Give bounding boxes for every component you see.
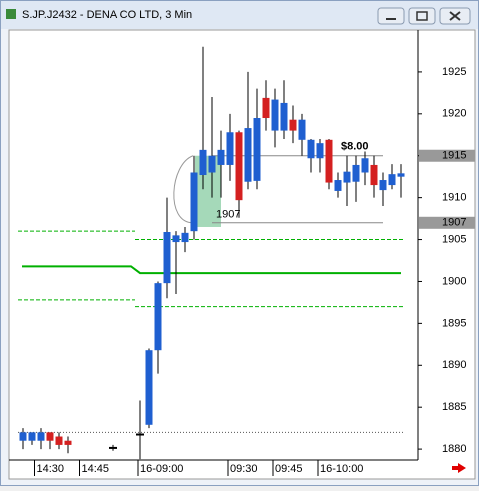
- maximize-icon: [416, 11, 428, 21]
- candle-body: [352, 164, 360, 182]
- candle-body: [136, 433, 144, 436]
- candle-body: [298, 119, 306, 140]
- y-tick-label: 1890: [442, 359, 466, 371]
- marker-box: [419, 149, 475, 162]
- marker-label: 1907: [442, 217, 466, 229]
- candle-body: [370, 164, 378, 186]
- candle-body: [271, 99, 279, 131]
- selection-curve: [173, 155, 194, 224]
- candle-body: [181, 232, 189, 243]
- candle-body: [226, 132, 234, 165]
- y-tick-label: 1895: [442, 317, 466, 329]
- candle-body: [235, 132, 243, 201]
- scroll-arrow[interactable]: [452, 463, 466, 473]
- candle-body: [253, 118, 261, 181]
- x-tick-label: 16-10:00: [320, 463, 363, 475]
- candle-body: [163, 232, 171, 284]
- y-tick-label: 1905: [442, 233, 466, 245]
- candle-body: [28, 432, 36, 441]
- candle-body: [379, 180, 387, 191]
- candle-body: [46, 432, 54, 441]
- x-tick-label: 14:45: [82, 463, 110, 475]
- candle-body: [154, 283, 162, 351]
- candle-body: [307, 139, 315, 159]
- y-tick-label: 1925: [442, 66, 466, 78]
- maximize-button[interactable]: [408, 7, 436, 25]
- x-tick-label: 09:30: [230, 463, 258, 475]
- candle-body: [289, 119, 297, 131]
- selection-box: [195, 155, 221, 227]
- candle-body: [145, 350, 153, 425]
- marker-text: 1907: [216, 209, 240, 221]
- candle-body: [64, 440, 72, 445]
- candle-body: [343, 171, 351, 183]
- candle-body: [217, 149, 225, 165]
- y-tick-label: 1880: [442, 443, 466, 455]
- candle-body: [361, 158, 369, 173]
- y-tick-label: 1910: [442, 192, 466, 204]
- candle-body: [334, 180, 342, 191]
- candle-body: [262, 97, 270, 119]
- candle-body: [199, 149, 207, 176]
- x-tick-label: 16-09:00: [140, 463, 183, 475]
- candle-body: [172, 235, 180, 243]
- y-tick-label: 1900: [442, 275, 466, 287]
- candle-body: [208, 155, 216, 173]
- candle-body: [325, 139, 333, 183]
- x-tick-label: 14:30: [37, 463, 65, 475]
- marker-box: [419, 216, 475, 229]
- window-title: S.JP.J2432 - DENA CO LTD, 3 Min: [22, 9, 192, 21]
- app-icon: [6, 9, 16, 19]
- candle-body: [244, 128, 252, 182]
- candle-body: [388, 174, 396, 186]
- chart-frame: [8, 29, 476, 480]
- candle-body: [280, 102, 288, 131]
- candle-body: [316, 143, 324, 159]
- change-label: $8.00: [341, 141, 369, 153]
- level-line: [22, 265, 401, 275]
- candle-body: [190, 172, 198, 232]
- candle-body: [109, 446, 117, 449]
- y-tick-label: 1885: [442, 401, 466, 413]
- y-tick-label: 1920: [442, 108, 466, 120]
- candle-body: [397, 173, 405, 177]
- minimize-button[interactable]: [377, 7, 405, 25]
- candle-body: [55, 436, 63, 445]
- candle-body: [19, 432, 27, 441]
- close-icon: [449, 11, 461, 21]
- candle-body: [37, 432, 45, 441]
- x-tick-label: 09:45: [275, 463, 303, 475]
- marker-label: 1915: [442, 150, 466, 162]
